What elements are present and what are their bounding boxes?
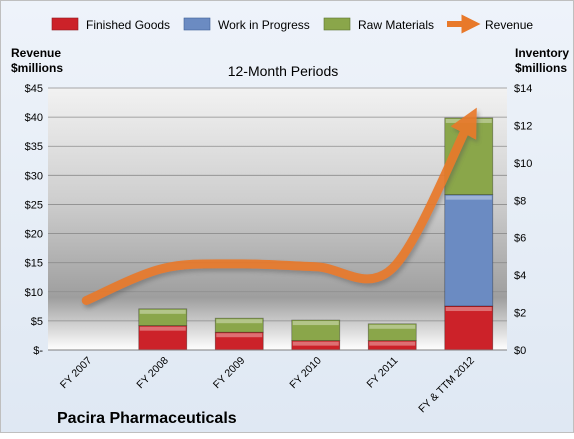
right-tick-label: $6 (514, 233, 526, 245)
left-axis-label: Revenue (11, 46, 61, 60)
left-tick-label: $15 (25, 258, 43, 270)
bar-raw-materials (214, 317, 264, 333)
bar-highlight (139, 309, 186, 314)
left-axis-unit: $millions (11, 61, 63, 75)
bar-highlight (139, 326, 186, 331)
right-tick-label: $12 (514, 120, 532, 132)
revenue-line-layer (81, 107, 477, 306)
right-axis-unit: $millions (515, 61, 567, 75)
category-label: FY 2009 (211, 355, 248, 392)
legend-swatch-work-in-progress (183, 17, 211, 31)
legend-swatch-finished-goods (51, 17, 79, 31)
left-tick-label: $20 (25, 229, 43, 241)
bar-highlight (292, 341, 339, 346)
bar-highlight (369, 341, 416, 346)
right-tick-label: $14 (514, 83, 532, 95)
chart-title: 12-Month Periods (228, 63, 339, 79)
legend-swatch-raw-materials (323, 17, 351, 31)
right-tick-label: $10 (514, 158, 532, 170)
bar-raw-materials (138, 308, 188, 327)
right-tick-label: $0 (514, 345, 526, 357)
left-tick-label: $45 (25, 83, 43, 95)
category-label: FY & TTM 2012 (416, 355, 477, 416)
bar-highlight (216, 333, 263, 338)
left-tick-label: $5 (31, 316, 43, 328)
right-tick-label: $4 (514, 270, 526, 282)
bar-raw-materials (291, 319, 341, 342)
company-name: Pacira Pharmaceuticals (57, 410, 237, 427)
bar-finished-goods (444, 305, 494, 351)
bar-work-in-progress (444, 194, 494, 307)
left-tick-label: $40 (25, 112, 43, 124)
bar-highlight (445, 307, 492, 312)
left-tick-label: $10 (25, 287, 43, 299)
bar-highlight (292, 321, 339, 326)
plot-area (48, 88, 507, 350)
bar-raw-materials (367, 323, 417, 342)
right-axis-label: Inventory (515, 46, 569, 60)
gridlines (48, 87, 507, 322)
legend-label-raw-materials: Raw Materials (358, 18, 434, 32)
revenue-line (81, 107, 477, 306)
bar-highlight (369, 324, 416, 329)
right-tick-label: $8 (514, 195, 526, 207)
bar-highlight (445, 195, 492, 200)
left-tick-label: $- (33, 345, 43, 357)
left-tick-label: $30 (25, 170, 43, 182)
left-tick-label: $25 (25, 199, 43, 211)
left-tick-label: $35 (25, 141, 43, 153)
legend-label-revenue: Revenue (485, 18, 533, 32)
legend: Finished Goods Work in Progress Raw Mate… (51, 14, 533, 34)
right-tick-label: $2 (514, 308, 526, 320)
category-label: FY 2010 (287, 355, 324, 392)
legend-label-work-in-progress: Work in Progress (218, 18, 310, 32)
category-label: FY 2008 (134, 355, 171, 392)
bar-highlight (216, 319, 263, 324)
category-label: FY 2007 (58, 355, 95, 392)
category-label: FY 2011 (364, 355, 400, 391)
legend-label-finished-goods: Finished Goods (86, 18, 170, 32)
